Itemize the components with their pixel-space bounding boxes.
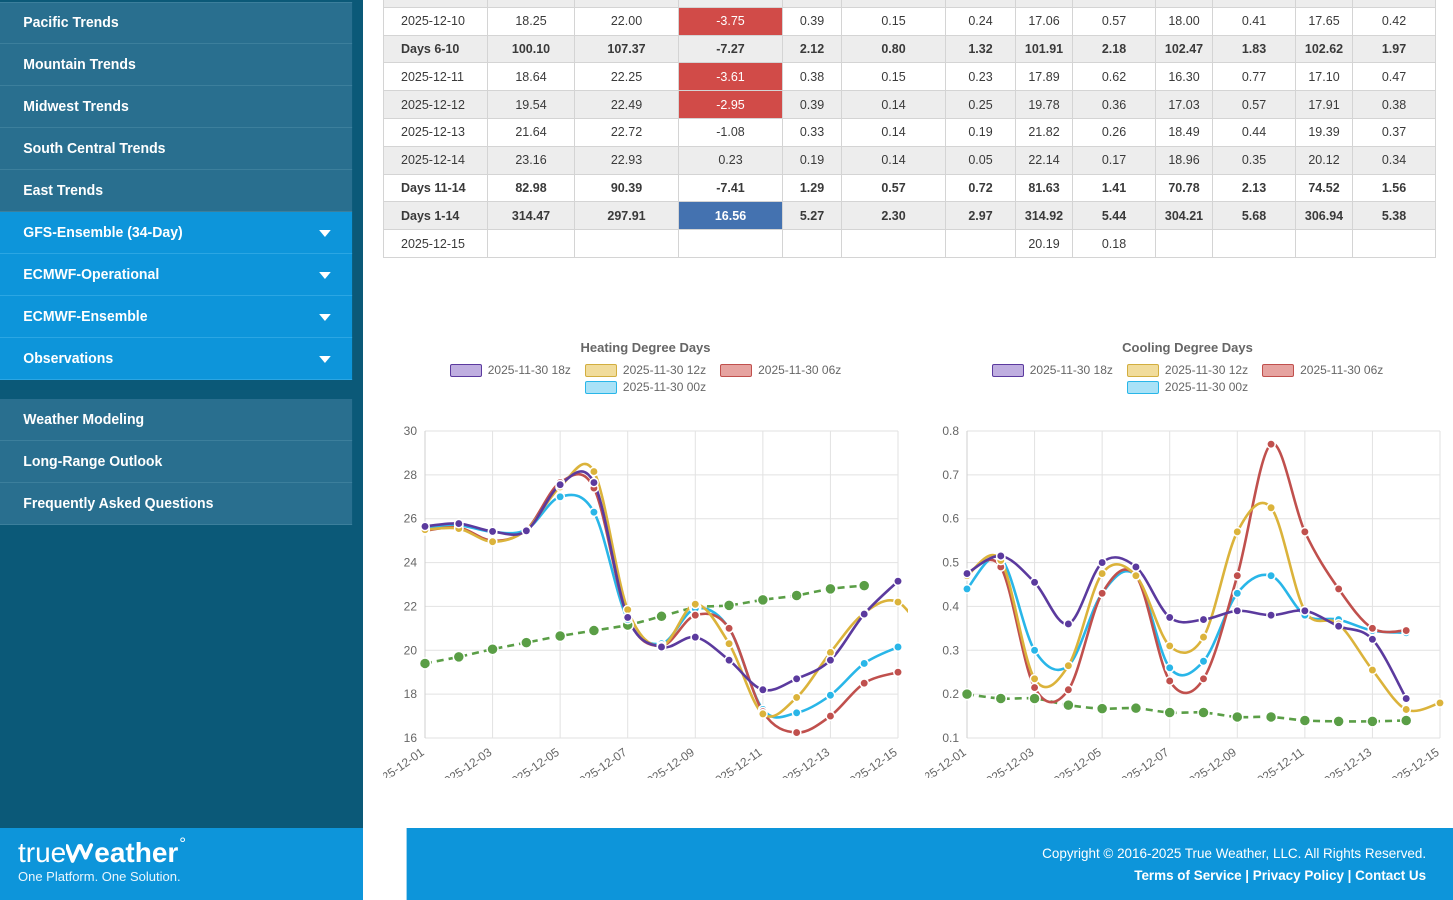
svg-text:2025-12-03: 2025-12-03 xyxy=(436,745,495,778)
svg-text:2025-12-01: 2025-12-01 xyxy=(925,745,969,778)
svg-text:2025-12-15: 2025-12-15 xyxy=(841,745,900,778)
svg-text:0.2: 0.2 xyxy=(942,687,959,701)
svg-text:2025-12-09: 2025-12-09 xyxy=(1181,745,1240,778)
svg-text:0.4: 0.4 xyxy=(942,599,959,613)
svg-text:26: 26 xyxy=(404,512,418,526)
svg-text:2025-12-05: 2025-12-05 xyxy=(504,745,563,778)
svg-text:20: 20 xyxy=(404,643,418,657)
svg-text:24: 24 xyxy=(404,556,418,570)
svg-text:2025-12-15: 2025-12-15 xyxy=(1383,745,1442,778)
svg-text:0.7: 0.7 xyxy=(942,468,959,482)
svg-text:2025-12-13: 2025-12-13 xyxy=(774,745,833,778)
svg-text:0.3: 0.3 xyxy=(942,643,959,657)
svg-text:16: 16 xyxy=(404,731,418,745)
svg-text:2025-12-09: 2025-12-09 xyxy=(639,745,698,778)
svg-text:28: 28 xyxy=(404,468,418,482)
svg-text:2025-12-07: 2025-12-07 xyxy=(1113,745,1172,778)
svg-text:2025-12-11: 2025-12-11 xyxy=(707,745,765,778)
svg-text:2025-12-13: 2025-12-13 xyxy=(1316,745,1375,778)
svg-text:0.1: 0.1 xyxy=(942,731,959,745)
svg-text:2025-12-05: 2025-12-05 xyxy=(1046,745,1105,778)
svg-text:18: 18 xyxy=(404,687,418,701)
svg-text:0.5: 0.5 xyxy=(942,556,959,570)
svg-text:0.6: 0.6 xyxy=(942,512,959,526)
svg-text:0.8: 0.8 xyxy=(942,424,959,438)
svg-text:2025-12-03: 2025-12-03 xyxy=(978,745,1037,778)
svg-text:2025-12-11: 2025-12-11 xyxy=(1249,745,1307,778)
svg-text:22: 22 xyxy=(404,599,418,613)
svg-text:30: 30 xyxy=(404,424,418,438)
svg-text:2025-12-07: 2025-12-07 xyxy=(571,745,630,778)
svg-text:2025-12-01: 2025-12-01 xyxy=(383,745,427,778)
